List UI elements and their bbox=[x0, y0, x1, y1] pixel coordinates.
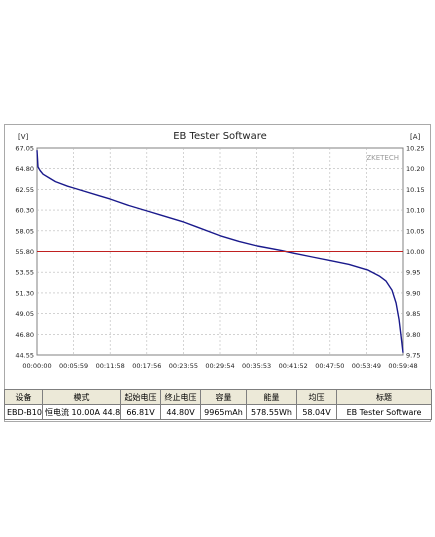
y-right-tick-label: 9.85 bbox=[406, 310, 420, 318]
y-left-tick-label: 60.30 bbox=[15, 207, 34, 215]
value-cell-mode: 恒电流 10.00A 44.80V bbox=[42, 404, 121, 420]
header-cell-avg-voltage: 均压 bbox=[296, 389, 337, 405]
y-right-tick-label: 9.90 bbox=[406, 289, 420, 297]
value-cell-energy: 578.55Wh bbox=[246, 404, 297, 420]
x-tick-label: 00:05:59 bbox=[59, 362, 88, 370]
y-right-tick-label: 9.95 bbox=[406, 269, 420, 277]
header-cell-end-voltage: 终止电压 bbox=[160, 389, 201, 405]
x-tick-label: 00:23:55 bbox=[169, 362, 198, 370]
y-right-tick-label: 9.80 bbox=[406, 331, 420, 339]
y-left-tick-label: 44.55 bbox=[15, 352, 34, 360]
value-cell-device: EBD-B10H bbox=[4, 404, 43, 420]
value-cell-avg-voltage: 58.04V bbox=[296, 404, 337, 420]
x-tick-label: 00:47:50 bbox=[315, 362, 344, 370]
x-tick-label: 00:41:52 bbox=[279, 362, 308, 370]
info-table: 设备 模式 起始电压 终止电压 容量 能量 均压 标题 EBD-B10H 恒电流… bbox=[4, 389, 432, 420]
y-right-tick-label: 10.20 bbox=[406, 165, 425, 173]
watermark-text: ZKETECH bbox=[366, 154, 399, 162]
y-right-tick-label: 10.05 bbox=[406, 227, 425, 235]
y-left-tick-label: 46.80 bbox=[15, 331, 34, 339]
x-tick-label: 00:53:49 bbox=[352, 362, 381, 370]
x-tick-label: 00:17:56 bbox=[132, 362, 161, 370]
header-cell-energy: 能量 bbox=[246, 389, 297, 405]
chart-title: EB Tester Software bbox=[173, 131, 267, 142]
header-cell-device: 设备 bbox=[4, 389, 43, 405]
y-left-unit-label: [V] bbox=[18, 133, 29, 141]
y-right-tick-label: 10.25 bbox=[406, 145, 425, 153]
value-cell-start-voltage: 66.81V bbox=[120, 404, 161, 420]
x-tick-label: 00:11:58 bbox=[96, 362, 125, 370]
header-cell-start-voltage: 起始电压 bbox=[120, 389, 161, 405]
x-tick-label: 00:29:54 bbox=[205, 362, 234, 370]
voltage-series-line bbox=[36, 150, 404, 353]
y-left-tick-label: 51.30 bbox=[15, 289, 34, 297]
y-right-tick-label: 10.00 bbox=[406, 248, 425, 256]
header-cell-capacity: 容量 bbox=[200, 389, 247, 405]
value-cell-capacity: 9965mAh bbox=[200, 404, 247, 420]
y-left-tick-label: 55.80 bbox=[15, 248, 34, 256]
y-left-tick-label: 64.80 bbox=[15, 165, 34, 173]
y-left-tick-label: 62.55 bbox=[15, 186, 34, 194]
value-cell-title: EB Tester Software bbox=[336, 404, 432, 420]
y-left-tick-label: 53.55 bbox=[15, 269, 34, 277]
value-cell-end-voltage: 44.80V bbox=[160, 404, 201, 420]
x-tick-label: 00:59:48 bbox=[388, 362, 417, 370]
y-right-tick-label: 9.75 bbox=[406, 352, 420, 360]
y-left-tick-label: 49.05 bbox=[15, 310, 34, 318]
header-cell-title: 标题 bbox=[336, 389, 432, 405]
chart-frame: EB Tester Software [V] [A] 67.05 64.80 62.55 6… bbox=[4, 124, 431, 422]
y-right-tick-label: 10.15 bbox=[406, 186, 425, 194]
y-right-unit-label: [A] bbox=[410, 133, 421, 141]
info-table-value-row: EBD-B10H 恒电流 10.00A 44.80V 66.81V 44.80V… bbox=[4, 404, 432, 420]
chart: EB Tester Software [V] [A] 67.05 64.80 62.55 6… bbox=[15, 131, 425, 370]
header-cell-mode: 模式 bbox=[42, 389, 121, 405]
x-tick-label: 00:00:00 bbox=[22, 362, 51, 370]
y-right-tick-label: 10.10 bbox=[406, 207, 425, 215]
info-table-header-row: 设备 模式 起始电压 终止电压 容量 能量 均压 标题 bbox=[4, 389, 432, 405]
x-tick-label: 00:35:53 bbox=[242, 362, 271, 370]
y-left-tick-label: 58.05 bbox=[15, 227, 34, 235]
y-left-tick-label: 67.05 bbox=[15, 145, 34, 153]
